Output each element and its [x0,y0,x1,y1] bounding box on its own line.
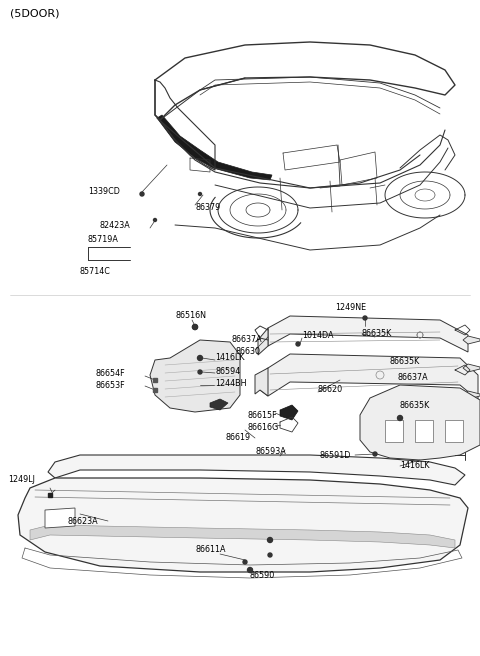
Text: 86516N: 86516N [175,312,206,321]
Circle shape [140,192,144,196]
Polygon shape [210,399,228,410]
Polygon shape [258,328,268,355]
Polygon shape [255,368,268,396]
Circle shape [248,567,252,573]
Text: 1014DA: 1014DA [302,331,334,340]
FancyBboxPatch shape [415,420,433,442]
Text: 86379: 86379 [195,203,220,211]
Text: 86637A: 86637A [232,335,263,344]
FancyBboxPatch shape [385,420,403,442]
Circle shape [296,342,300,346]
Text: (5DOOR): (5DOOR) [10,9,60,19]
Circle shape [198,370,202,374]
Circle shape [397,415,403,420]
Polygon shape [30,525,455,548]
Text: 86616G: 86616G [248,422,279,432]
Polygon shape [360,385,480,460]
Circle shape [154,218,156,222]
Circle shape [199,192,202,195]
Text: 86635K: 86635K [390,358,420,367]
Circle shape [192,325,197,329]
Polygon shape [463,336,480,344]
Text: 82423A: 82423A [100,220,131,230]
Polygon shape [463,364,480,372]
Circle shape [192,325,197,329]
Text: 86591D: 86591D [320,451,351,459]
Text: 86635K: 86635K [400,401,430,409]
Polygon shape [463,391,480,399]
Text: 1244BH: 1244BH [215,380,247,388]
Text: 1416LK: 1416LK [215,354,244,363]
Text: 1416LK: 1416LK [400,461,430,470]
Text: 1249NE: 1249NE [335,302,366,312]
Text: 86590: 86590 [250,571,275,579]
Text: 1339CD: 1339CD [88,188,120,197]
Polygon shape [268,316,468,352]
Text: 86637A: 86637A [398,373,429,382]
Text: 86611A: 86611A [195,546,226,554]
Circle shape [363,316,367,320]
Polygon shape [48,455,465,485]
Circle shape [197,356,203,361]
Polygon shape [280,405,298,420]
Text: 85719A: 85719A [88,236,119,245]
Text: 86630: 86630 [235,348,260,356]
Polygon shape [157,115,272,180]
Circle shape [268,553,272,557]
Circle shape [267,537,273,543]
Text: 85714C: 85714C [80,268,111,276]
Text: 86623A: 86623A [68,518,98,527]
Polygon shape [45,508,75,528]
Text: 1249LJ: 1249LJ [8,476,35,485]
Text: 86654F: 86654F [95,369,125,377]
Text: 86593A: 86593A [255,447,286,457]
Text: 86653F: 86653F [95,380,125,390]
Text: 86635K: 86635K [362,329,392,337]
FancyBboxPatch shape [445,420,463,442]
Text: 86615F: 86615F [248,411,277,419]
Polygon shape [18,478,468,572]
Circle shape [373,452,377,456]
Polygon shape [260,354,478,400]
Text: 86619: 86619 [225,434,250,443]
Circle shape [243,560,247,564]
Text: 86620: 86620 [318,386,343,394]
Text: 86594: 86594 [215,367,240,377]
Polygon shape [150,340,240,412]
